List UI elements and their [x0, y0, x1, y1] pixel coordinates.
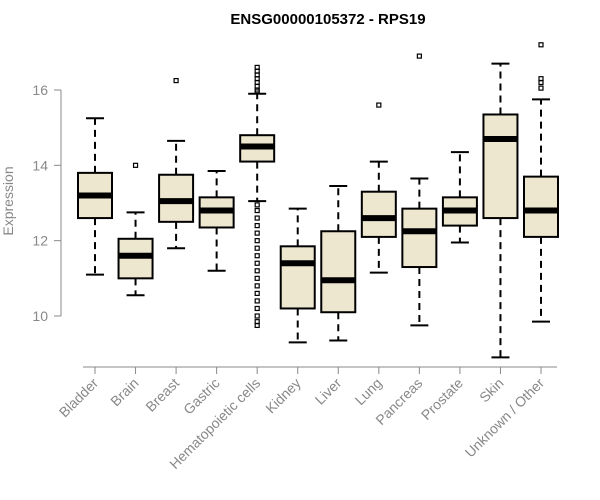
iqr-box [279, 245, 316, 310]
x-tick-label: Kidney [262, 375, 304, 417]
outlier-point [254, 207, 260, 214]
outlier-point [254, 268, 260, 274]
iqr-box [482, 113, 519, 220]
outlier-point [254, 305, 260, 312]
box-gastric [198, 169, 235, 272]
outlier-point [254, 253, 260, 259]
x-tick-label: Liver [312, 375, 345, 408]
y-axis-ticks: 10 12 14 16 [32, 82, 61, 324]
box-brain [117, 162, 154, 297]
box-hematopoietic-cells [239, 64, 276, 329]
outlier-point [254, 290, 260, 296]
x-tick-label: Bladder [56, 375, 102, 421]
x-tick-label: Brain [107, 375, 141, 409]
outlier-point [416, 53, 422, 59]
box-lung [360, 102, 397, 274]
box-unknown-other [523, 42, 559, 323]
outlier-point [254, 322, 260, 329]
outlier-point [254, 283, 260, 289]
outlier-point [254, 275, 260, 281]
y-tick-label: 12 [32, 233, 48, 249]
outlier-point [254, 238, 260, 244]
outlier-point [376, 102, 382, 108]
x-tick-label: Prostate [418, 375, 466, 423]
boxes-group [77, 42, 559, 359]
x-tick-label: Breast [142, 375, 182, 415]
box-prostate [441, 151, 478, 244]
box-bladder [77, 117, 113, 276]
x-tick-label: Skin [476, 375, 507, 406]
outlier-point [538, 79, 544, 86]
iqr-box [360, 190, 397, 238]
y-tick-label: 10 [32, 308, 48, 324]
outlier-point [538, 42, 544, 48]
box-liver [320, 185, 357, 342]
outlier-point [132, 162, 139, 168]
y-tick-label: 16 [32, 82, 48, 98]
outlier-point [254, 260, 260, 266]
y-axis-label: Expression [0, 166, 16, 235]
outlier-point [254, 202, 260, 208]
box-kidney [279, 207, 316, 344]
y-tick-label: 14 [32, 157, 48, 173]
outlier-point [254, 313, 260, 319]
outlier-point [254, 89, 260, 95]
outlier-point [254, 245, 260, 251]
chart-title: ENSG00000105372 - RPS19 [230, 11, 425, 28]
outlier-point [254, 298, 260, 304]
outlier-point [254, 223, 260, 229]
box-breast [158, 77, 195, 250]
iqr-box [401, 207, 438, 269]
box-pancreas [401, 53, 438, 327]
iqr-box [523, 175, 559, 238]
outlier-point [173, 77, 179, 84]
box-skin [482, 62, 519, 359]
outlier-point [254, 230, 260, 236]
outlier-point [254, 215, 260, 221]
iqr-box [320, 230, 357, 314]
x-tick-label: Lung [352, 375, 385, 408]
outlier-point [538, 85, 544, 91]
